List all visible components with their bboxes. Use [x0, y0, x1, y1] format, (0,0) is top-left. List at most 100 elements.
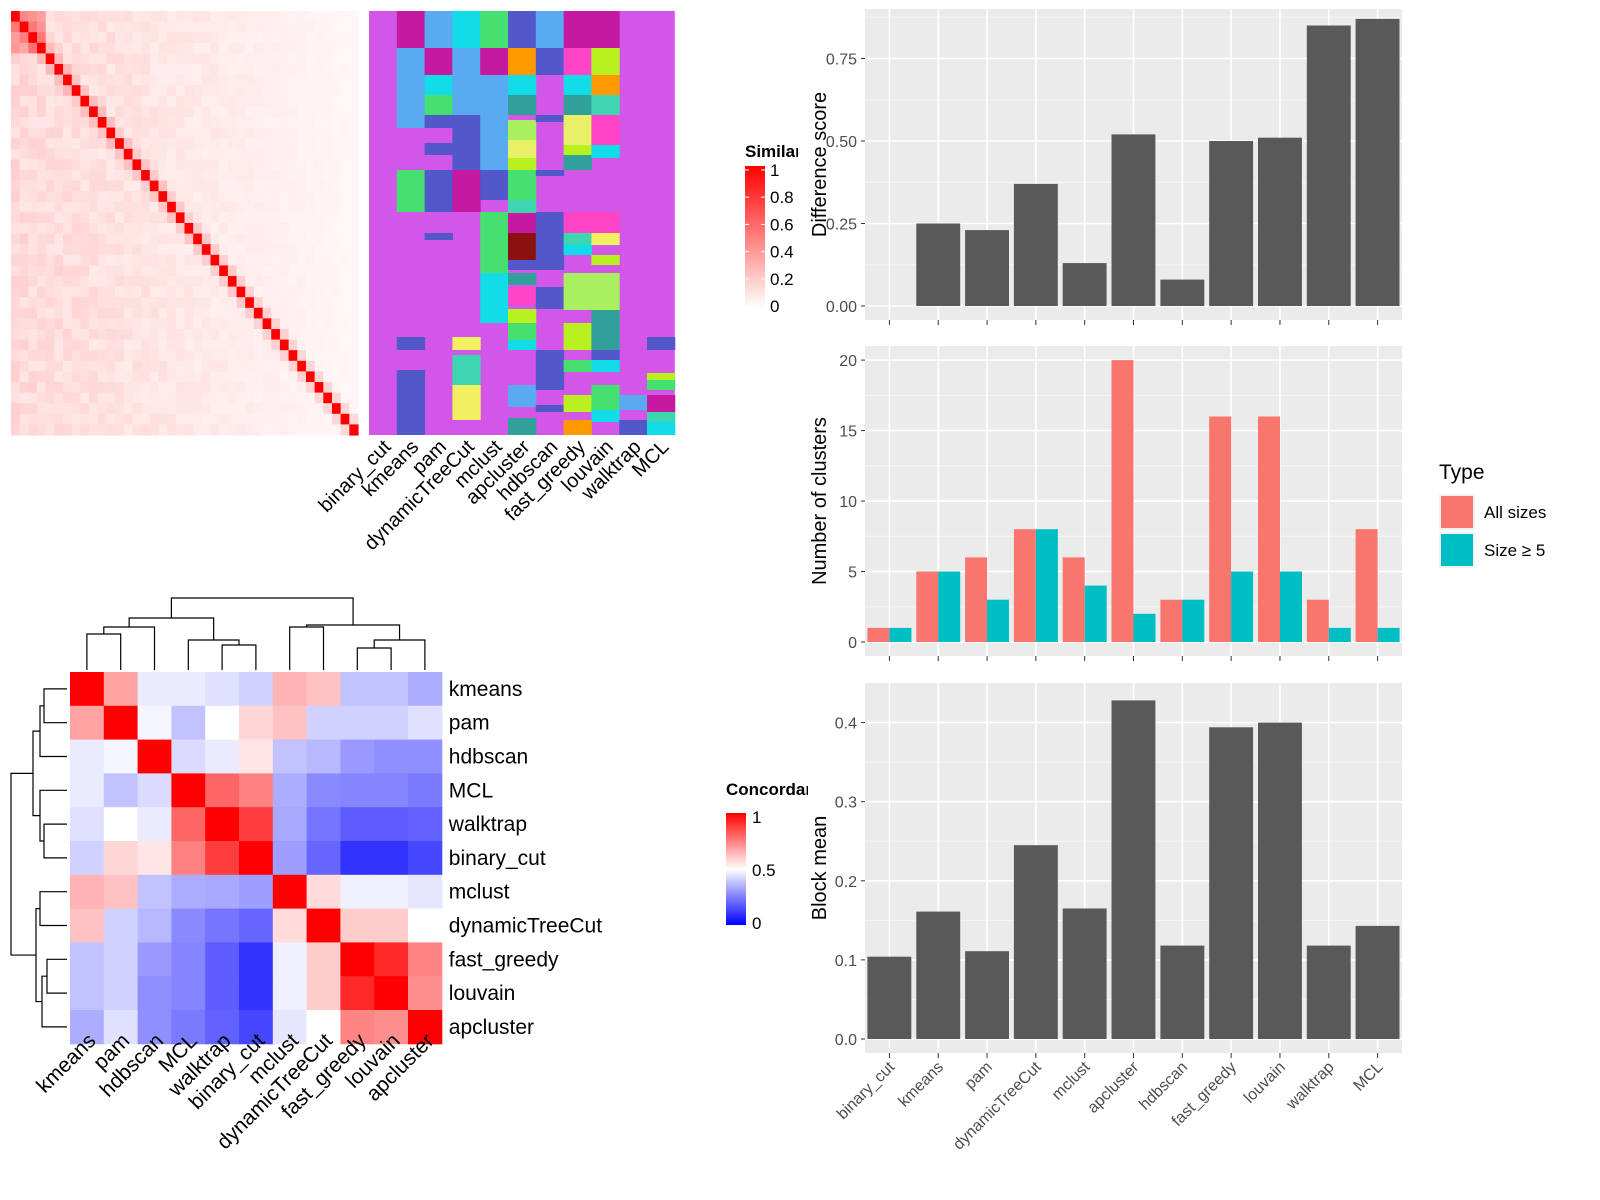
similarity-cell: [236, 159, 246, 171]
similarity-cell: [80, 148, 90, 160]
x-tick-label: apcluster: [1084, 1058, 1142, 1116]
similarity-cell: [288, 106, 298, 118]
classification-block: [508, 418, 537, 435]
similarity-cell: [97, 350, 108, 362]
similarity-cell: [331, 413, 342, 425]
similarity-cell: [19, 286, 29, 298]
similarity-cell: [141, 11, 151, 23]
similarity-cell: [245, 74, 255, 86]
similarity-cell: [80, 297, 90, 309]
similarity-cell: [340, 254, 350, 266]
similarity-cell: [349, 339, 359, 351]
similarity-cell: [279, 403, 290, 415]
similarity-cell: [201, 138, 212, 150]
similarity-cell: [28, 53, 38, 65]
similarity-cell: [245, 170, 255, 182]
similarity-cell: [288, 244, 298, 256]
classification-block: [452, 355, 481, 385]
similarity-cell: [45, 318, 55, 330]
similarity-cell: [323, 85, 333, 97]
similarity-cell: [141, 32, 151, 44]
similarity-cell: [149, 138, 160, 150]
similarity-cell: [331, 424, 342, 436]
similarity-cell: [19, 32, 29, 44]
similarity-cell: [115, 106, 125, 118]
concordance-cell: [408, 773, 443, 808]
similarity-cell: [71, 85, 82, 97]
similarity-cell: [201, 286, 212, 298]
similarity-cell: [331, 329, 342, 341]
similarity-cell: [63, 307, 73, 319]
similarity-cell: [210, 318, 220, 330]
similarity-cell: [115, 64, 125, 76]
similarity-cell: [89, 371, 99, 383]
similarity-cell: [89, 244, 99, 256]
similarity-cell: [158, 32, 168, 44]
similarity-cell: [89, 201, 99, 213]
similarity-cell: [97, 42, 108, 54]
similarity-cell: [123, 339, 134, 351]
similarity-cell: [167, 191, 177, 203]
similarity-cell: [45, 223, 55, 235]
similarity-cell: [297, 32, 307, 44]
similarity-cell: [106, 201, 116, 213]
similarity-cell: [19, 339, 29, 351]
similarity-cell: [331, 148, 342, 160]
similarity-cell: [331, 53, 342, 65]
similarity-cell: [314, 382, 324, 394]
similarity-cell: [37, 318, 47, 330]
similarity-cell: [175, 106, 186, 118]
similarity-cell: [19, 382, 29, 394]
similarity-cell: [262, 360, 272, 372]
similarity-cell: [349, 413, 359, 425]
similarity-cell: [28, 85, 38, 97]
similarity-cell: [11, 117, 21, 129]
similarity-cell: [314, 286, 324, 298]
similarity-cell: [115, 413, 125, 425]
similarity-cell: [80, 329, 90, 341]
similarity-cell: [115, 201, 125, 213]
similarity-cell: [184, 95, 194, 107]
similarity-cell: [193, 223, 203, 235]
similarity-cell: [175, 53, 186, 65]
similarity-cell: [97, 413, 108, 425]
similarity-cell: [184, 74, 194, 86]
similarity-cell: [175, 127, 186, 139]
similarity-cell: [245, 42, 255, 54]
similarity-cell: [11, 21, 21, 33]
classification-block: [591, 255, 620, 265]
similarity-cell: [37, 138, 47, 150]
similarity-cell: [262, 85, 272, 97]
bar: [1355, 18, 1400, 307]
similarity-cell: [80, 85, 90, 97]
similarity-cell: [106, 286, 116, 298]
similarity-cell: [28, 244, 38, 256]
similarity-cell: [210, 148, 220, 160]
similarity-cell: [123, 85, 134, 97]
similarity-cell: [80, 307, 90, 319]
similarity-cell: [149, 403, 160, 415]
similarity-cell: [132, 392, 142, 404]
similarity-cell: [80, 95, 90, 107]
similarity-cell: [37, 106, 47, 118]
concordance-column-dendrogram: [86, 597, 426, 670]
similarity-cell: [253, 254, 264, 266]
similarity-cell: [219, 42, 229, 54]
similarity-cell: [54, 223, 64, 235]
similarity-cell: [106, 244, 116, 256]
similarity-cell: [193, 382, 203, 394]
similarity-cell: [132, 127, 142, 139]
similarity-cell: [54, 339, 64, 351]
similarity-cell: [115, 392, 125, 404]
similarity-cell: [45, 127, 55, 139]
similarity-cell: [305, 21, 316, 33]
similarity-cell: [271, 95, 281, 107]
similarity-cell: [349, 286, 359, 298]
similarity-cell: [340, 42, 350, 54]
similarity-cell: [297, 307, 307, 319]
similarity-cell: [193, 233, 203, 245]
concordance-cell: [103, 976, 139, 1011]
similarity-cell: [63, 191, 73, 203]
similarity-cell: [132, 95, 142, 107]
similarity-cell: [288, 307, 298, 319]
